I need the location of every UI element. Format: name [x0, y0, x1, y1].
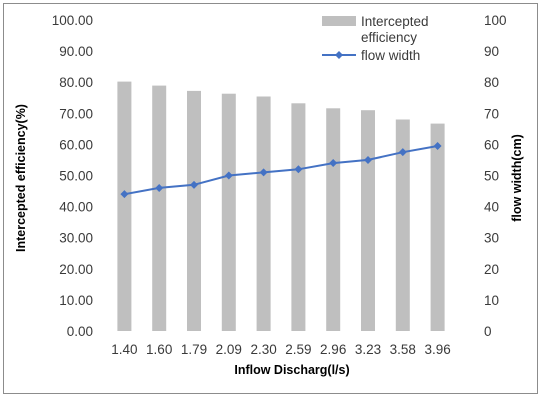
line-point-4: [259, 168, 268, 177]
y-tick-label: 100.00: [52, 13, 93, 28]
bar-series: [117, 81, 445, 332]
y-tick-label: 50.00: [59, 169, 93, 184]
bar-0: [117, 81, 132, 331]
y-tick-label: 30.00: [59, 231, 93, 246]
right-axis-ticks: 0 10 20 30 40 50 60 70 80 90 100: [484, 13, 507, 339]
legend-bar-label-line2: efficiency: [361, 30, 417, 45]
y-tick-label: 0.00: [67, 324, 93, 339]
y2-tick-label: 50: [484, 169, 499, 184]
y2-tick-label: 100: [484, 13, 507, 28]
line-series: [120, 141, 442, 199]
line-point-7: [364, 155, 372, 164]
y2-tick-label: 20: [484, 262, 499, 277]
x-tick-label: 3.23: [355, 342, 381, 357]
y-tick-label: 40.00: [59, 200, 93, 215]
line-point-5: [294, 165, 303, 174]
line-point-8: [398, 148, 407, 157]
bar-5: [291, 103, 306, 331]
bar-4: [256, 96, 271, 331]
y2-tick-label: 80: [484, 75, 499, 90]
y2-tick-label: 30: [484, 231, 499, 246]
bar-3: [221, 93, 236, 331]
x-tick-label: 2.59: [285, 342, 311, 357]
line-point-3: [224, 171, 233, 180]
x-tick-label: 3.58: [390, 342, 416, 357]
legend-bar-swatch: [322, 16, 356, 26]
line-point-9: [433, 141, 442, 150]
bar-7: [361, 110, 375, 331]
y-tick-label: 70.00: [59, 106, 93, 121]
line-point-6: [329, 159, 338, 168]
x-tick-label: 2.96: [320, 342, 346, 357]
bar-6: [326, 108, 341, 331]
x-axis-title: Inflow Discharg(l/s): [234, 363, 349, 377]
x-tick-label: 1.60: [146, 342, 172, 357]
y-tick-label: 10.00: [59, 293, 93, 308]
x-tick-label: 2.30: [250, 342, 276, 357]
y2-tick-label: 70: [484, 106, 499, 121]
x-tick-label: 3.96: [424, 342, 450, 357]
y-tick-label: 60.00: [59, 137, 93, 152]
y-tick-label: 80.00: [59, 75, 93, 90]
y2-tick-label: 40: [484, 200, 499, 215]
legend-line-label: flow width: [361, 48, 420, 63]
line-point-2: [190, 180, 198, 189]
y2-tick-label: 90: [484, 44, 499, 59]
line-point-0: [120, 190, 129, 199]
legend: Intercepted efficiency flow width: [322, 14, 429, 63]
legend-line-marker: [335, 51, 343, 59]
bar-2: [187, 90, 201, 332]
y2-axis-title: flow width(cm): [510, 134, 524, 222]
bar-9: [430, 123, 445, 331]
y-tick-label: 90.00: [59, 44, 93, 59]
bar-8: [395, 119, 410, 331]
x-axis-ticks: 1.40 1.60 1.79 2.09 2.30 2.59 2.96 3.23 3.58 3.96: [111, 342, 450, 357]
line-point-1: [155, 183, 164, 192]
y2-tick-label: 60: [484, 137, 499, 152]
x-tick-label: 1.40: [111, 342, 137, 357]
left-axis-ticks: 0.00 10.00 20.00 30.00 40.00 50.00 60.00 70.00 8…: [52, 13, 93, 339]
legend-bar-label-line1: Intercepted: [361, 14, 429, 29]
y2-tick-label: 10: [484, 293, 499, 308]
x-tick-label: 1.79: [181, 342, 207, 357]
flow-width-line: [124, 145, 438, 196]
y-axis-title: Intercepted efficiency(%): [14, 104, 28, 252]
y-tick-label: 20.00: [59, 262, 93, 277]
x-tick-label: 2.09: [216, 342, 242, 357]
bar-1: [152, 85, 167, 331]
y2-tick-label: 0: [484, 324, 492, 339]
